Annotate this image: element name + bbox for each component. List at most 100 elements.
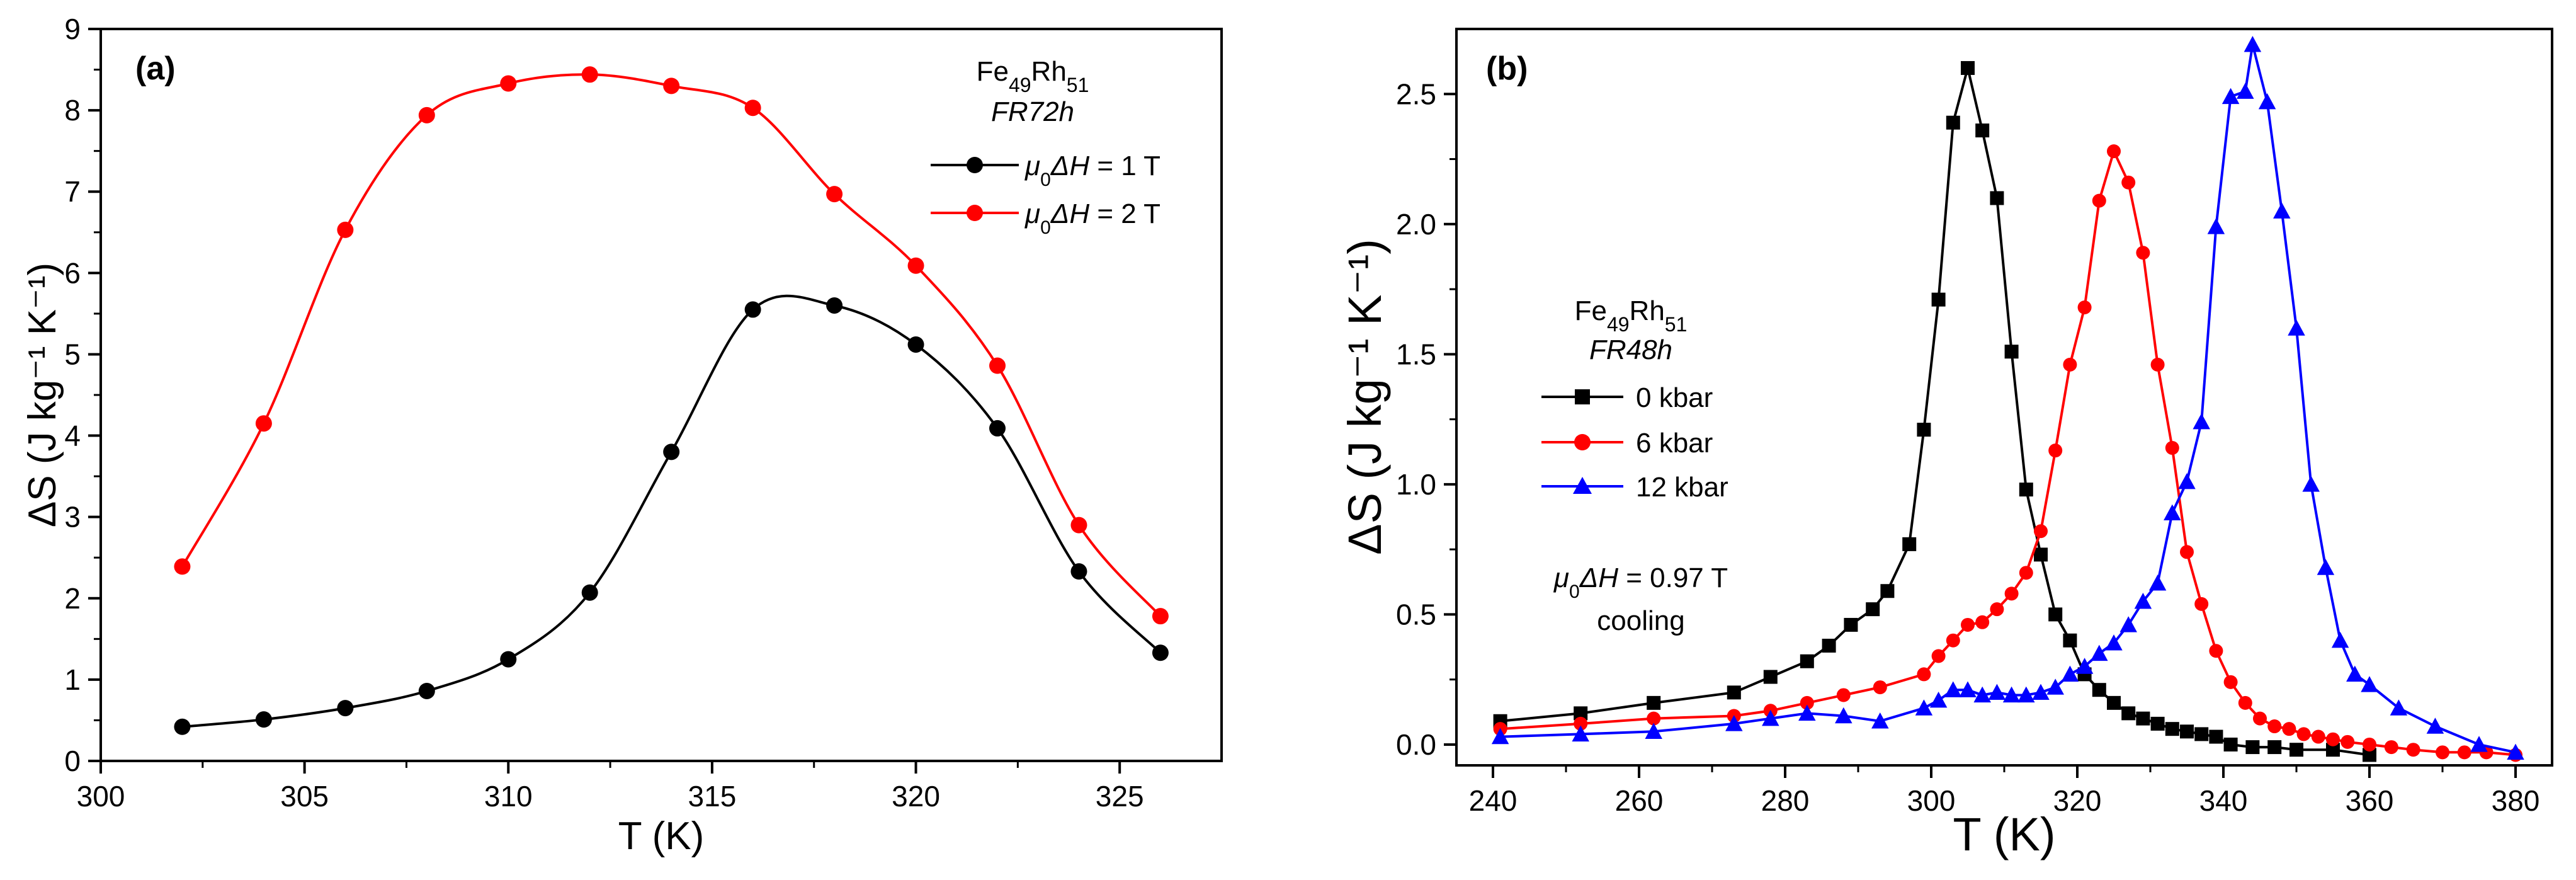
data-point-6-kbar <box>1873 680 1887 695</box>
data-point-0-kbar <box>2209 729 2223 744</box>
data-point-12-kbar <box>2390 699 2408 716</box>
data-point-6-kbar <box>2341 734 2355 749</box>
data-point-0-kbar <box>2107 695 2121 710</box>
mu-symbol: μ <box>1024 151 1040 181</box>
data-point-12-kbar <box>2237 83 2254 99</box>
panel-b-legend-marker-12 <box>1573 477 1592 494</box>
data-point-12-kbar <box>2119 616 2137 632</box>
data-point-12-kbar <box>2017 686 2035 703</box>
x-tick-label: 315 <box>688 780 737 813</box>
data-point-6-kbar <box>1931 649 1946 663</box>
data-point-6-kbar <box>2048 443 2063 458</box>
panel-a-label: (a) <box>135 50 176 87</box>
data-point--0-h-2-t <box>744 100 761 117</box>
mu-sub: 0 <box>1569 581 1580 602</box>
data-point-6-kbar <box>1946 633 1960 648</box>
data-point-12-kbar <box>2178 472 2196 489</box>
data-point-12-kbar <box>2258 93 2276 110</box>
data-point--0-h-1-t <box>744 301 761 318</box>
data-point-12-kbar <box>1915 699 1933 716</box>
data-point-6-kbar <box>2092 193 2106 208</box>
x-tick-label: 280 <box>1761 784 1810 817</box>
panel-a-sample-sub2: 51 <box>1067 74 1089 96</box>
series-line--0-h-1-t <box>182 294 1162 728</box>
data-point-0-kbar <box>1763 670 1778 684</box>
data-point-0-kbar <box>2326 743 2340 757</box>
panel-a-legend-marker-1t <box>967 157 983 173</box>
data-point-6-kbar <box>2457 745 2471 760</box>
data-point-12-kbar <box>1491 728 1509 745</box>
panel-a-ylabel: ΔS (J kg⁻¹ K⁻¹) <box>21 263 64 527</box>
panel-b-field-annotation: μ0ΔH = 0.97 T <box>1553 563 1728 602</box>
data-point-6-kbar <box>2194 597 2209 611</box>
x-tick-label: 260 <box>1615 784 1664 817</box>
data-point-0-kbar <box>2194 727 2209 741</box>
data-point-6-kbar <box>2267 719 2282 734</box>
y-tick-label: 5 <box>64 338 81 370</box>
data-point--0-h-1-t <box>989 420 1006 437</box>
panel-a: 300 305 310 315 320 325 0 1 2 3 4 5 6 7 8 9 (a) T (K) Δ… <box>21 13 1223 858</box>
data-point--0-h-2-t <box>663 77 680 94</box>
data-point-0-kbar <box>2121 706 2136 721</box>
data-point-12-kbar <box>2470 736 2488 752</box>
panel-b-mode-annotation: cooling <box>1597 605 1684 636</box>
panel-b-legend-sample: Fe49Rh51 <box>1575 295 1688 336</box>
data-point-6-kbar <box>1917 667 1931 682</box>
data-point--0-h-2-t <box>500 75 517 92</box>
data-point-6-kbar <box>2063 357 2077 372</box>
data-point-6-kbar <box>2004 586 2019 601</box>
x-tick-label: 300 <box>1907 784 1956 817</box>
data-point--0-h-1-t <box>418 682 435 699</box>
data-point--0-h-1-t <box>663 443 680 460</box>
data-point-0-kbar <box>2223 737 2238 751</box>
data-point-12-kbar <box>1798 704 1816 721</box>
panel-a-xlabel: T (K) <box>618 814 705 858</box>
data-point-6-kbar <box>1800 695 1814 710</box>
y-tick-label: 2.0 <box>1396 208 1436 241</box>
data-point-0-kbar <box>1975 123 1990 138</box>
data-point-0-kbar <box>2034 547 2048 562</box>
data-point-6-kbar <box>2253 711 2267 726</box>
data-point-12-kbar <box>1973 686 1991 703</box>
data-point-12-kbar <box>2317 559 2335 575</box>
data-point-0-kbar <box>2019 483 2033 497</box>
data-point-6-kbar <box>2363 737 2376 751</box>
panel-a-ticks: 300 305 310 315 320 325 0 1 2 3 4 5 6 7 8 9 <box>64 13 1143 813</box>
data-point-12-kbar <box>2002 686 2021 703</box>
panel-a-sample-fe: Fe <box>977 56 1009 87</box>
data-point-0-kbar <box>2048 607 2063 622</box>
panel-a-legend-sample: Fe49Rh51 <box>977 56 1089 96</box>
data-point-6-kbar <box>2384 740 2398 755</box>
mu-sub: 0 <box>1040 217 1051 238</box>
x-tick-label: 300 <box>77 780 125 813</box>
data-point--0-h-1-t <box>337 700 354 717</box>
panel-b-legend-label-12: 12 kbar <box>1636 472 1728 503</box>
panel-b: 240 260 280 300 320 340 360 380 0.0 0.5 1.0 1.5 2.0 2… <box>1339 28 2553 860</box>
data-point-6-kbar <box>2406 743 2420 757</box>
data-point-6-kbar <box>2077 300 2092 314</box>
y-tick-label: 0 <box>64 745 81 777</box>
mu-symbol: μ <box>1553 563 1569 593</box>
data-point-12-kbar <box>2302 476 2320 492</box>
data-point-6-kbar <box>1961 617 1975 632</box>
series-line--0-h-2-t <box>181 73 1162 617</box>
field-value-2t: = 2 T <box>1089 198 1160 229</box>
data-point-6-kbar <box>2019 566 2033 580</box>
data-point-12-kbar <box>2134 593 2152 609</box>
y-tick-label: 0.5 <box>1396 598 1436 631</box>
data-point--0-h-1-t <box>581 584 598 601</box>
data-point--0-h-2-t <box>255 415 272 432</box>
data-point-12-kbar <box>2075 658 2094 674</box>
panel-b-legend: Fe49Rh51 FR48h 0 kbar 6 kbar 12 kbar μ0Δ… <box>1541 295 1728 636</box>
panel-a-legend-label-2t: μ0ΔH = 2 T <box>1024 198 1160 238</box>
data-point--0-h-1-t <box>1070 563 1087 580</box>
panel-a-sample-rh: Rh <box>1031 56 1067 87</box>
data-point-6-kbar <box>2296 727 2311 741</box>
data-point-0-kbar <box>2180 724 2194 739</box>
y-tick-label: 6 <box>64 256 81 289</box>
panel-b-ticks: 240 260 280 300 320 340 360 380 0.0 0.5 1.0 1.5 2.0 2… <box>1396 77 2539 817</box>
data-point-12-kbar <box>2148 574 2167 591</box>
data-point-0-kbar <box>2363 748 2376 762</box>
data-point-12-kbar <box>2361 676 2378 692</box>
data-point--0-h-1-t <box>255 711 272 728</box>
